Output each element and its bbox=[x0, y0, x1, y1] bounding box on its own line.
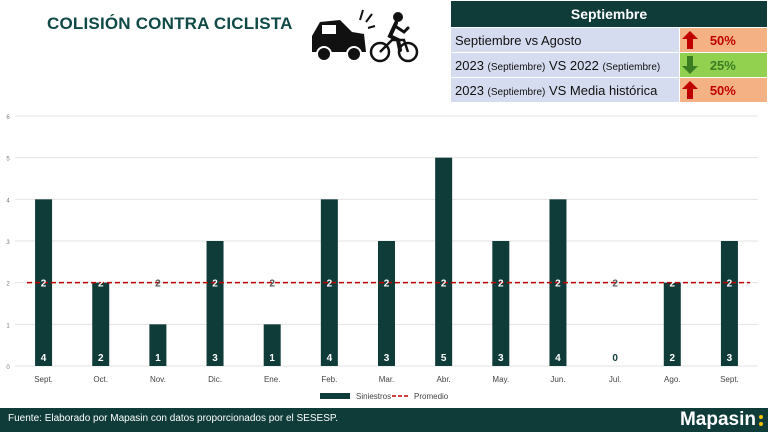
row-value: 50% bbox=[678, 77, 768, 103]
average-value-label: 2 bbox=[555, 279, 561, 290]
x-tick-label: Abr. bbox=[437, 375, 451, 384]
average-value-label: 2 bbox=[98, 279, 104, 290]
x-tick-label: Jul. bbox=[609, 375, 621, 384]
average-value-label: 2 bbox=[327, 279, 333, 290]
average-value-label: 2 bbox=[41, 279, 47, 290]
table-row: 2023 (Septiembre) VS Media histórica 50% bbox=[450, 77, 768, 103]
bar-chart: 0 1 2 3 4 5 6 4 Sept. 2 Oct. 1 Nov. 3 Dic. 1 Ene. 4 Feb. 3 M… bbox=[6, 115, 758, 401]
average-value-label: 2 bbox=[612, 279, 618, 290]
table-row: Septiembre vs Agosto 50% bbox=[450, 27, 768, 53]
average-value-label: 2 bbox=[727, 279, 733, 290]
average-value-label: 2 bbox=[155, 279, 161, 290]
bar bbox=[206, 241, 224, 366]
arrow-down-icon bbox=[681, 56, 698, 77]
bar-value-label: 2 bbox=[669, 353, 675, 364]
y-tick-label: 1 bbox=[6, 323, 10, 329]
bar-value-label: 3 bbox=[498, 353, 504, 364]
bar-value-label: 0 bbox=[612, 353, 618, 364]
x-tick-label: Sept. bbox=[720, 375, 739, 384]
arrow-up-icon bbox=[681, 31, 698, 52]
x-tick-label: Dic. bbox=[208, 375, 222, 384]
row-value: 25% bbox=[678, 52, 768, 78]
bar bbox=[435, 157, 453, 366]
x-tick-label: Nov. bbox=[150, 375, 166, 384]
legend-swatch-bars bbox=[320, 393, 350, 399]
bar-value-label: 4 bbox=[555, 353, 561, 364]
x-tick-label: Mar. bbox=[379, 375, 395, 384]
average-value-label: 2 bbox=[384, 279, 390, 290]
x-tick-label: Ene. bbox=[264, 375, 280, 384]
x-tick-label: Feb. bbox=[321, 375, 337, 384]
y-tick-label: 3 bbox=[6, 240, 10, 246]
bar bbox=[320, 199, 338, 366]
row-label: 2023 (Septiembre) VS 2022 (Septiembre) bbox=[450, 52, 680, 78]
legend-label: Siniestros bbox=[356, 392, 391, 401]
bar-value-label: 1 bbox=[155, 353, 161, 364]
legend-label: Promedio bbox=[414, 392, 449, 401]
bar-value-label: 2 bbox=[98, 353, 104, 364]
arrow-up-icon bbox=[681, 81, 698, 102]
bar bbox=[149, 324, 167, 366]
average-value-label: 2 bbox=[212, 279, 218, 290]
bar-value-label: 5 bbox=[441, 353, 447, 364]
bar bbox=[720, 241, 738, 366]
x-tick-label: Oct. bbox=[93, 375, 108, 384]
table-header: Septiembre bbox=[450, 0, 768, 28]
bar bbox=[663, 282, 681, 366]
bar-value-label: 1 bbox=[269, 353, 275, 364]
bar bbox=[263, 324, 281, 366]
bar-value-label: 3 bbox=[212, 353, 218, 364]
bar bbox=[378, 241, 395, 366]
page-title: COLISIÓN CONTRA CICLISTA bbox=[47, 14, 293, 33]
y-tick-label: 2 bbox=[6, 282, 10, 288]
x-tick-label: Jun. bbox=[550, 375, 565, 384]
y-tick-label: 6 bbox=[6, 115, 10, 121]
y-tick-label: 4 bbox=[6, 198, 10, 204]
x-tick-label: Ago. bbox=[664, 375, 680, 384]
x-tick-label: Sept. bbox=[34, 375, 53, 384]
average-value-label: 2 bbox=[669, 279, 675, 290]
row-label: Septiembre vs Agosto bbox=[450, 27, 680, 53]
comparison-table: Septiembre Septiembre vs Agosto 50% 2023… bbox=[450, 0, 768, 103]
bar-value-label: 3 bbox=[384, 353, 390, 364]
average-value-label: 2 bbox=[269, 279, 275, 290]
table-row: 2023 (Septiembre) VS 2022 (Septiembre) 2… bbox=[450, 52, 768, 78]
bar-value-label: 4 bbox=[41, 353, 47, 364]
average-value-label: 2 bbox=[498, 279, 504, 290]
row-label: 2023 (Septiembre) VS Media histórica bbox=[450, 77, 680, 103]
bar-value-label: 4 bbox=[327, 353, 333, 364]
y-tick-label: 5 bbox=[6, 157, 10, 163]
y-tick-label: 0 bbox=[6, 365, 10, 371]
bar bbox=[92, 282, 110, 366]
car-vs-bicycle-icon bbox=[308, 8, 420, 64]
source-note: Fuente: Elaborado por Mapasin con datos … bbox=[8, 413, 339, 424]
bar bbox=[492, 241, 510, 366]
footer: Fuente: Elaborado por Mapasin con datos … bbox=[0, 408, 768, 432]
average-value-label: 2 bbox=[441, 279, 447, 290]
brand-dots-icon bbox=[759, 415, 763, 426]
x-tick-label: May. bbox=[492, 375, 509, 384]
bar-value-label: 3 bbox=[727, 353, 733, 364]
brand-logo: Mapasin bbox=[679, 409, 756, 430]
row-value: 50% bbox=[678, 27, 768, 53]
